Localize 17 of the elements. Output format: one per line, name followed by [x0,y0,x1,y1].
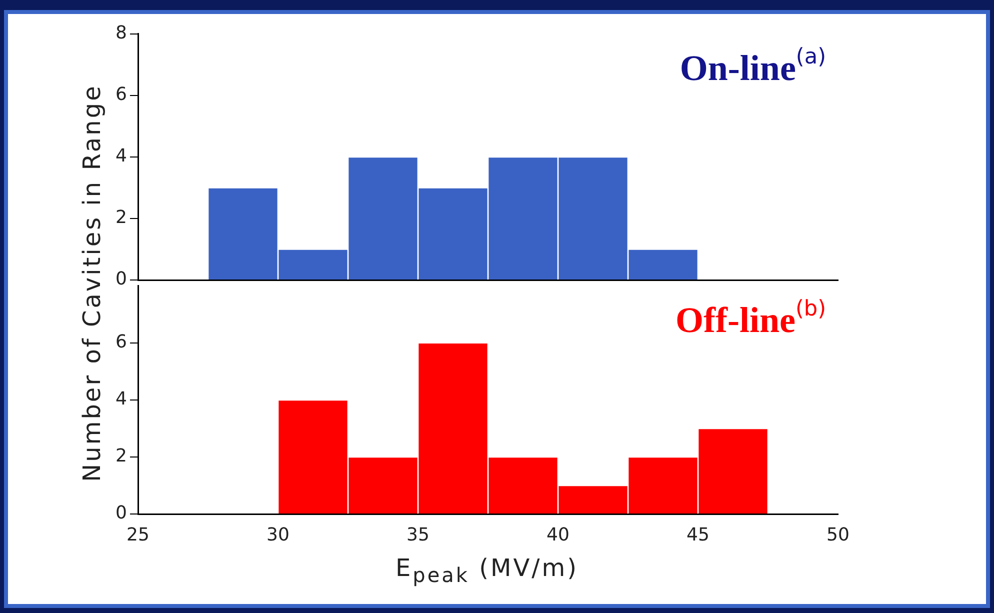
y-tick-label: 4 [116,146,127,167]
x-tick-label: 25 [126,524,150,546]
x-axis-title: E$_{peak}$ (MV/m) [396,554,578,587]
x-tick-label: 45 [686,524,710,546]
x-tick-label: 30 [266,524,290,546]
y-tick-label: 8 [116,22,127,44]
x-tick-label: 50 [826,524,850,546]
y-tick-label: 6 [116,84,127,106]
y-tick-label: 4 [116,388,127,410]
y-tick-label: 0 [116,502,127,524]
x-tick-label: 40 [546,524,570,546]
y-axis-title: Number of Cavities in Range [78,84,106,482]
y-tick-label: 6 [116,332,127,353]
y-tick-label: 0 [116,268,127,290]
x-tick-label: 35 [406,524,430,546]
y-tick-label: 2 [116,207,127,228]
y-tick-label: 2 [116,446,127,467]
